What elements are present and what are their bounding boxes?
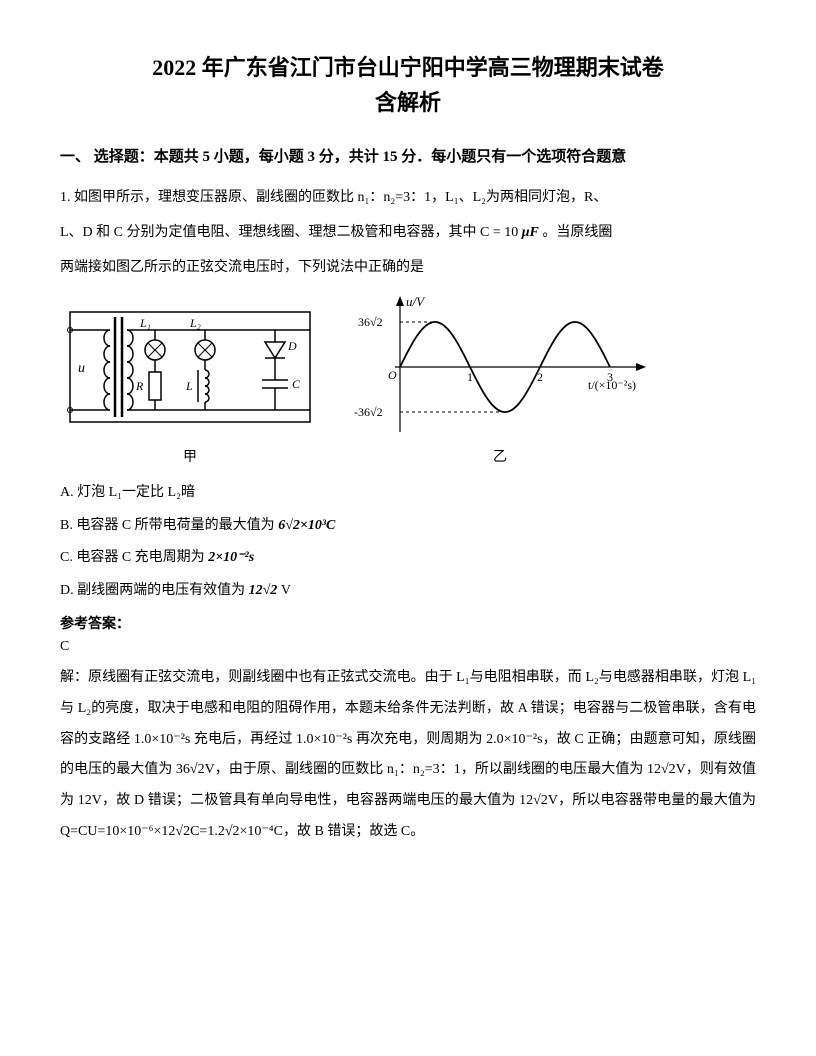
- svg-text:C: C: [292, 377, 301, 391]
- question-text-2b: 。当原线圈: [542, 225, 612, 240]
- option-b-text: B. 电容器 C 所带电荷量的最大值为: [60, 518, 275, 533]
- capacitor-unit: μF: [522, 225, 539, 240]
- question-number: 1.: [60, 190, 71, 205]
- option-d-suffix: V: [281, 583, 291, 598]
- circuit-figure: u L₁ R L₂ L D C 甲: [60, 292, 320, 466]
- svg-text:D: D: [287, 339, 297, 353]
- option-d-text: D. 副线圈两端的电压有效值为: [60, 583, 245, 598]
- answer-label: 参考答案：: [60, 613, 756, 633]
- page-title: 2022 年广东省江门市台山宁阳中学高三物理期末试卷 含解析: [60, 50, 756, 120]
- svg-text:O: O: [388, 368, 397, 382]
- question-text-2a: L、D 和 C 分别为定值电阻、理想线圈、理想二极管和电容器，其中 C = 10: [60, 225, 518, 240]
- waveform-diagram: u/Vt/(×10⁻²s)O36√2-36√2123: [350, 292, 650, 442]
- svg-text:L₂: L₂: [189, 316, 201, 330]
- section-header: 一、 选择题：本题共 5 小题，每小题 3 分，共计 15 分．每小题只有一个选…: [60, 144, 756, 171]
- option-b: B. 电容器 C 所带电荷量的最大值为 6√2×10³C: [60, 511, 756, 542]
- waveform-caption: 乙: [493, 446, 507, 466]
- svg-text:R: R: [135, 379, 144, 393]
- explanation-text: 解：原线圈有正弦交流电，则副线圈中也有正弦式交流电。由于 L₁与电阻相串联，而 …: [60, 663, 756, 848]
- question-paragraph-2: L、D 和 C 分别为定值电阻、理想线圈、理想二极管和电容器，其中 C = 10…: [60, 218, 756, 249]
- option-a: A. 灯泡 L₁一定比 L₂暗: [60, 478, 756, 509]
- option-d: D. 副线圈两端的电压有效值为 12√2 V: [60, 576, 756, 607]
- option-d-formula: 12√2: [249, 583, 278, 598]
- figures-row: uL₁RL₂LDC 甲 u/Vt/(×10⁻²s)O36√2-36√2123 乙: [60, 292, 756, 466]
- title-line-1: 2022 年广东省江门市台山宁阳中学高三物理期末试卷: [60, 50, 756, 85]
- title-line-2: 含解析: [60, 85, 756, 120]
- svg-text:-36√2: -36√2: [354, 405, 383, 419]
- question-paragraph-3: 两端接如图乙所示的正弦交流电压时，下列说法中正确的是: [60, 253, 756, 284]
- svg-text:36√2: 36√2: [358, 315, 383, 329]
- circuit-diagram: u L₁ R L₂ L D C: [60, 292, 320, 442]
- svg-text:u: u: [78, 361, 85, 376]
- svg-text:u/V: u/V: [406, 294, 426, 309]
- answer-value: C: [60, 639, 756, 655]
- svg-text:3: 3: [607, 370, 613, 384]
- option-c: C. 电容器 C 充电周期为 2×10⁻²s: [60, 543, 756, 574]
- question-paragraph-1: 1. 如图甲所示，理想变压器原、副线圈的匝数比 n₁：n₂=3：1，L₁、L₂为…: [60, 183, 756, 214]
- option-c-formula: 2×10⁻²s: [208, 550, 254, 565]
- option-c-text: C. 电容器 C 充电周期为: [60, 550, 205, 565]
- circuit-caption: 甲: [183, 446, 197, 466]
- waveform-figure: u/Vt/(×10⁻²s)O36√2-36√2123 乙: [350, 292, 650, 466]
- option-b-formula: 6√2×10³C: [278, 518, 335, 533]
- svg-text:L: L: [185, 379, 193, 393]
- svg-text:L₁: L₁: [139, 316, 151, 330]
- question-text-1: 如图甲所示，理想变压器原、副线圈的匝数比 n₁：n₂=3：1，L₁、L₂为两相同…: [74, 190, 607, 205]
